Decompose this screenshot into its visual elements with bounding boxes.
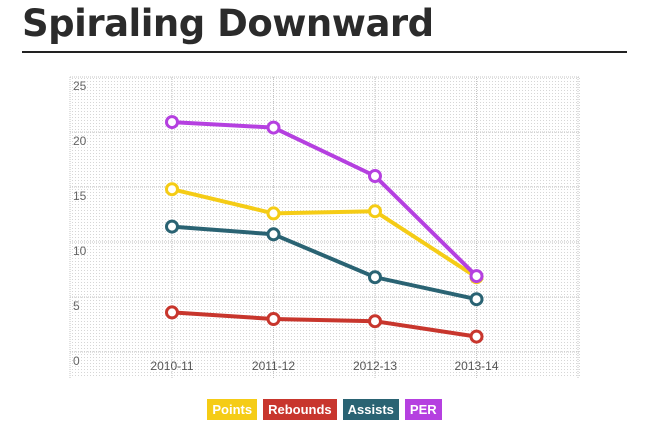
legend-item-rebounds[interactable]: Rebounds xyxy=(263,399,337,420)
data-point-assists xyxy=(266,227,281,242)
y-tick-label: 5 xyxy=(73,299,80,313)
data-point-rebounds xyxy=(165,305,179,320)
y-tick-label: 10 xyxy=(73,244,87,258)
data-point-assists xyxy=(165,219,179,234)
title-divider xyxy=(22,51,627,53)
chart-legend: Points Rebounds Assists PER xyxy=(0,399,649,420)
x-tick-label: 2013-14 xyxy=(454,359,498,373)
y-tick-label: 25 xyxy=(73,79,87,93)
chart-title: Spiraling Downward xyxy=(22,2,434,45)
y-tick-label: 15 xyxy=(73,189,87,203)
data-point-rebounds xyxy=(266,312,281,326)
plot-background xyxy=(70,77,580,378)
data-point-points xyxy=(368,204,382,219)
x-tick-label: 2010-11 xyxy=(150,359,193,373)
data-point-rebounds xyxy=(469,329,484,344)
legend-item-assists[interactable]: Assists xyxy=(342,399,399,420)
data-point-per xyxy=(165,115,179,130)
legend-item-points[interactable]: Points xyxy=(207,399,258,420)
y-tick-label: 0 xyxy=(73,354,80,368)
data-point-per xyxy=(469,269,484,284)
x-tick-label: 2012-13 xyxy=(353,359,397,373)
x-tick-label: 2011-12 xyxy=(252,359,295,373)
series-line-points xyxy=(170,187,479,280)
data-point-per xyxy=(266,120,281,135)
data-point-rebounds xyxy=(368,314,382,329)
data-point-per xyxy=(368,169,382,183)
y-tick-label: 20 xyxy=(73,134,87,148)
series-line-per xyxy=(170,120,479,279)
data-point-points xyxy=(165,182,179,197)
series-line-assists xyxy=(170,224,479,302)
legend-item-per[interactable]: PER xyxy=(404,399,442,420)
data-point-assists xyxy=(368,270,382,285)
series-line-rebounds xyxy=(170,310,479,339)
data-point-assists xyxy=(469,292,484,307)
data-point-points xyxy=(266,206,281,221)
